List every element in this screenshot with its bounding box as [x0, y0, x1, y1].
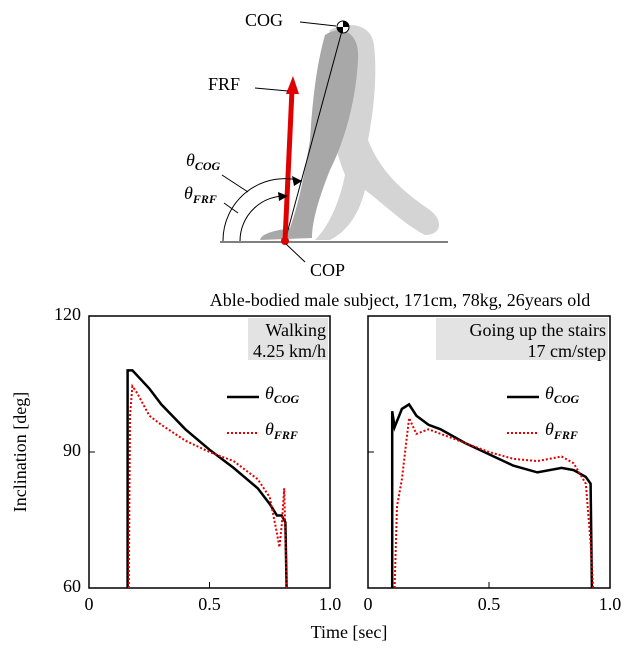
cop-leader — [285, 243, 306, 263]
title-box — [248, 318, 328, 360]
x-tick-label: 0.5 — [198, 594, 221, 614]
legend-label: θCOG — [265, 383, 300, 406]
x-tick-label: 0 — [364, 594, 373, 614]
y-tick-label: 60 — [63, 576, 81, 596]
legend-label: θFRF — [545, 419, 578, 442]
theta-cog-arrow — [292, 176, 302, 186]
caption: Able-bodied male subject, 171cm, 78kg, 2… — [210, 290, 590, 310]
panel-subtitle: 17 cm/step — [528, 341, 607, 361]
panel-title: Walking — [265, 320, 326, 340]
theta-frf-leader — [223, 202, 239, 214]
series-line — [393, 414, 595, 589]
x-tick-label: 1.0 — [319, 594, 342, 614]
cog-marker-fill — [337, 21, 349, 33]
legend-label: θFRF — [265, 419, 298, 442]
theta-frf-arc — [239, 195, 288, 242]
legend-label: θCOG — [545, 383, 580, 406]
series-line — [127, 383, 288, 589]
y-tick-label: 90 — [63, 440, 81, 460]
cop-marker — [281, 237, 289, 245]
x-tick-label: 0 — [85, 594, 94, 614]
x-tick-label: 0.5 — [478, 594, 501, 614]
cog-leader — [299, 21, 337, 27]
cop-label: COP — [310, 260, 345, 280]
frf-leader — [254, 87, 289, 92]
panel-subtitle: 4.25 km/h — [253, 341, 326, 361]
title-box — [436, 318, 608, 360]
frf-label: FRF — [208, 74, 240, 94]
frf-arrow — [282, 89, 295, 242]
panel-title: Going up the stairs — [470, 320, 607, 340]
theta-cog-label: θCOG — [186, 150, 221, 173]
y-axis-label: Inclination [deg] — [10, 392, 30, 512]
y-tick-label: 120 — [54, 304, 81, 324]
walker-diagram: COG FRF θCOG θFRF COP — [184, 10, 448, 280]
cog-label: COG — [245, 10, 283, 30]
theta-frf-label: θFRF — [184, 183, 217, 206]
cog-line — [284, 26, 344, 242]
theta-frf-arrow — [278, 192, 288, 201]
front-leg — [260, 30, 359, 241]
x-axis-label: Time [sec] — [311, 622, 388, 642]
theta-cog-leader — [221, 174, 249, 193]
series-line — [126, 369, 288, 589]
x-tick-label: 1.0 — [599, 594, 622, 614]
frf-arrowhead — [286, 76, 299, 94]
